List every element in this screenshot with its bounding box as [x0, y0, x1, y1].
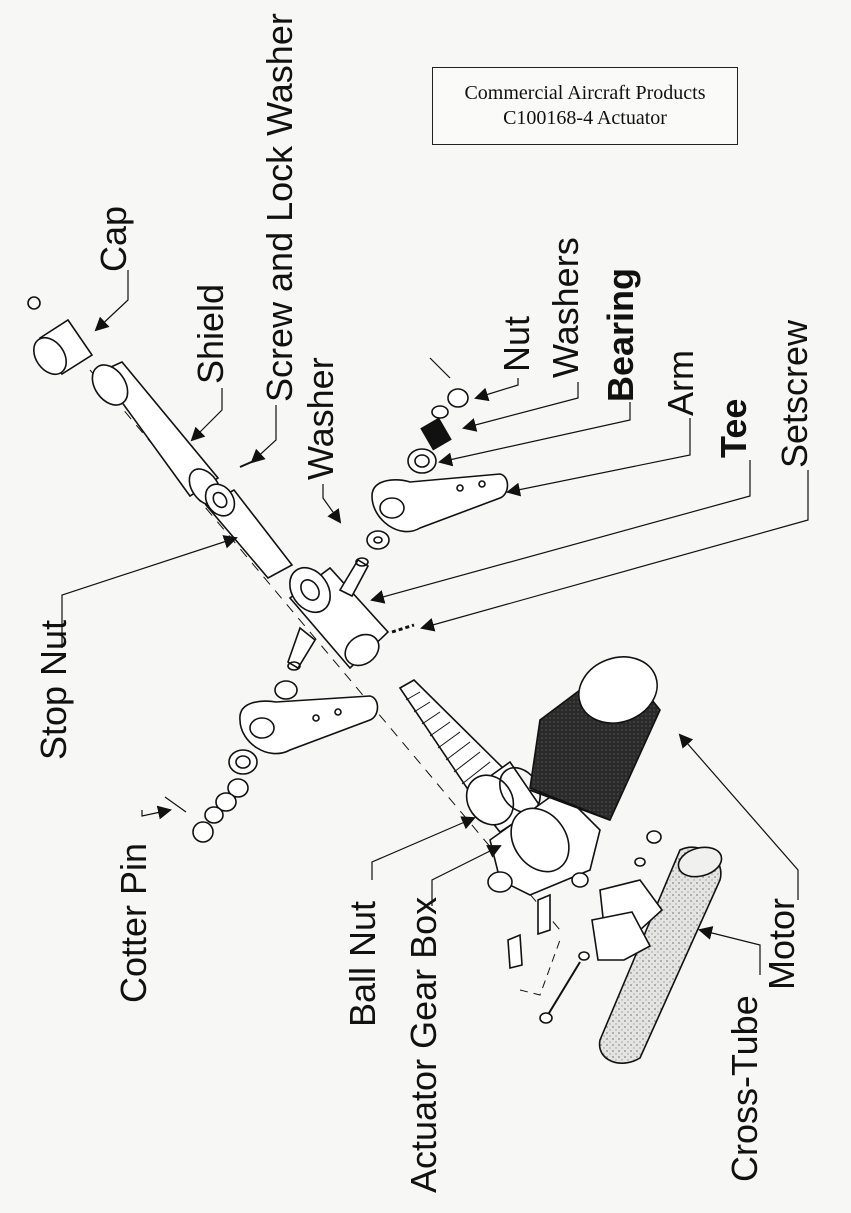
bearing-stack-left	[164, 749, 258, 843]
arm-left-part	[239, 695, 379, 755]
stop-nut-part	[204, 483, 294, 580]
leader-lines	[61, 270, 809, 975]
washer-right	[366, 530, 390, 550]
axis-line	[89, 369, 561, 931]
cross-tube-part	[598, 846, 723, 1064]
motor-part	[529, 656, 661, 822]
arm-right-part	[371, 473, 509, 533]
shield-part	[91, 361, 222, 506]
setscrew-part	[391, 623, 415, 634]
bracket-part	[507, 830, 664, 1024]
washer-left	[274, 680, 298, 700]
title-line-2: C100168-4 Actuator	[503, 107, 667, 129]
bearing-stack-right	[407, 357, 469, 474]
title-line-1: Commercial Aircraft Products	[464, 82, 706, 104]
title-box: Commercial Aircraft Products C100168-4 A…	[432, 67, 738, 145]
cap-part	[27, 296, 94, 376]
tee-part	[287, 557, 390, 671]
